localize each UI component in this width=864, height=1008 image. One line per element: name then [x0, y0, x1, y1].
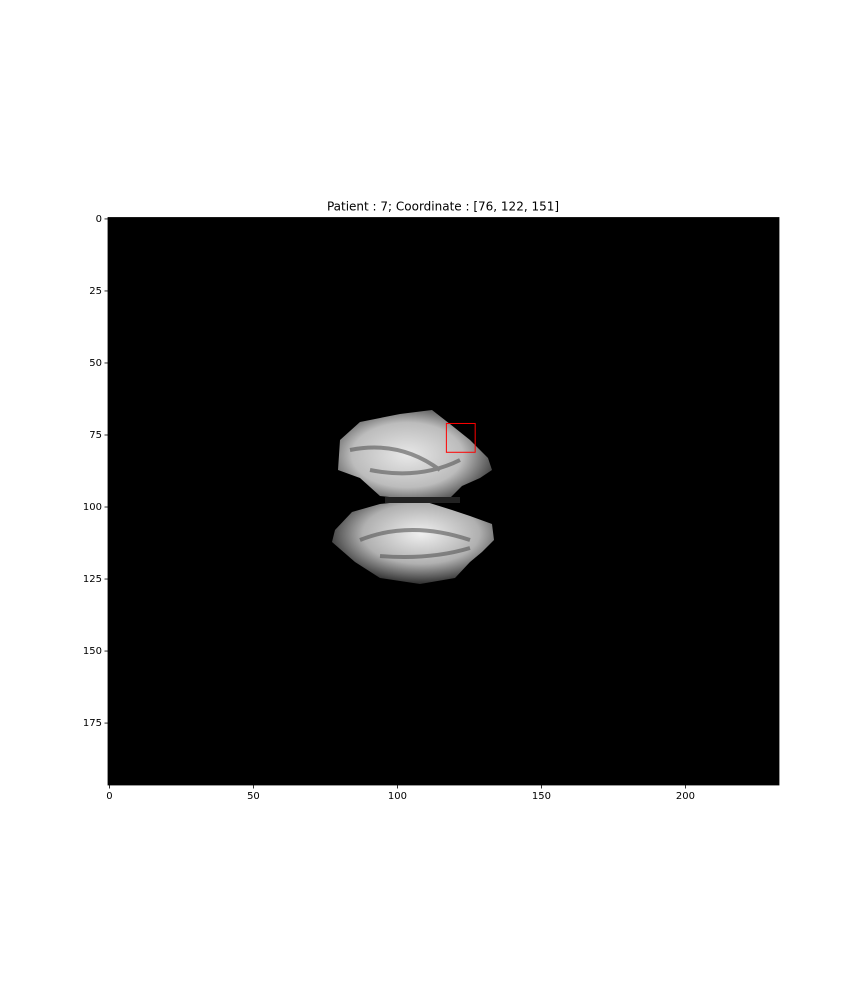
x-tick-label: 200 [676, 791, 695, 802]
y-tick-label: 175 [83, 718, 102, 729]
x-tick-label: 50 [247, 791, 260, 802]
chart-title: Patient : 7; Coordinate : [76, 122, 151] [327, 200, 559, 214]
y-tick-label: 50 [89, 358, 102, 369]
x-tick-label: 150 [532, 791, 551, 802]
axes-frame [107, 217, 780, 786]
y-tick-label: 75 [89, 430, 102, 441]
x-tick-label: 100 [388, 791, 407, 802]
scan-image [332, 410, 494, 584]
y-tick-label: 150 [83, 646, 102, 657]
y-tick-label: 125 [83, 574, 102, 585]
y-tick-label: 100 [83, 502, 102, 513]
region-box [445, 422, 476, 453]
y-tick-label: 25 [89, 286, 102, 297]
y-tick-label: 0 [96, 214, 102, 225]
x-tick-label: 0 [106, 791, 112, 802]
